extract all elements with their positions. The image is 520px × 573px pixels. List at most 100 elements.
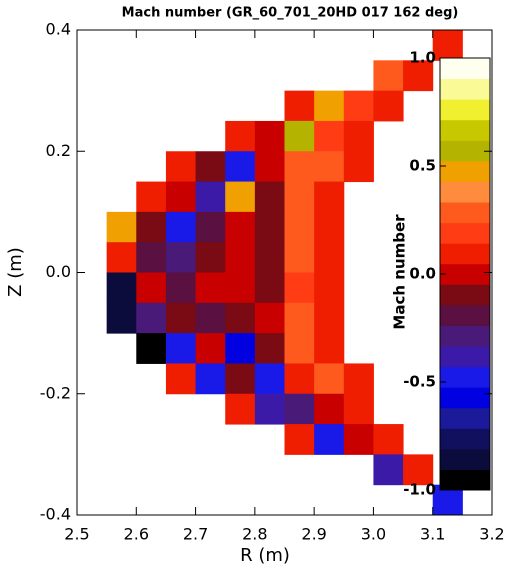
y-tick-label: 0.0 bbox=[46, 262, 71, 281]
x-tick-label: 3.2 bbox=[479, 525, 504, 544]
heat-cell bbox=[136, 333, 167, 364]
colorbar-tick-label: 1.0 bbox=[409, 49, 436, 67]
colorbar-swatch bbox=[440, 99, 490, 121]
colorbar-tick-label: 0.5 bbox=[409, 157, 436, 175]
heat-cell bbox=[284, 333, 315, 364]
heat-cell bbox=[106, 272, 137, 304]
heat-cell bbox=[314, 90, 345, 122]
colorbar-swatch bbox=[440, 366, 490, 388]
colorbar-swatch bbox=[440, 181, 490, 203]
chart-title: Mach number (GR_60_701_20HD 017 162 deg) bbox=[122, 6, 459, 21]
heat-cell bbox=[225, 151, 256, 183]
heat-cell bbox=[165, 302, 197, 334]
x-tick-label: 2.5 bbox=[64, 525, 89, 544]
colorbar-swatch bbox=[440, 284, 490, 306]
colorbar-label: Mach number bbox=[391, 214, 409, 330]
heat-cell bbox=[314, 120, 345, 152]
heat-cell bbox=[343, 363, 374, 395]
y-tick-label: 0.4 bbox=[46, 20, 71, 39]
colorbar-swatch bbox=[440, 160, 490, 182]
heat-cell bbox=[136, 211, 167, 243]
heat-cell bbox=[136, 242, 167, 273]
heat-cell bbox=[254, 333, 285, 364]
heat-cell bbox=[254, 211, 285, 243]
colorbar-swatch bbox=[440, 78, 490, 100]
heat-cell bbox=[284, 424, 315, 455]
heat-cell bbox=[165, 151, 197, 183]
heat-cell bbox=[225, 120, 256, 152]
heat-cell bbox=[284, 120, 315, 152]
heat-cell bbox=[254, 242, 285, 273]
heat-cell bbox=[195, 242, 226, 273]
heat-cell bbox=[254, 302, 285, 334]
heat-cell bbox=[343, 90, 374, 122]
heat-cell bbox=[165, 211, 197, 243]
heat-cell bbox=[225, 272, 256, 304]
heat-cell bbox=[254, 120, 285, 152]
colorbar-swatch bbox=[440, 448, 490, 470]
heat-cell bbox=[314, 242, 345, 273]
heat-cell bbox=[403, 60, 434, 92]
colorbar-swatch bbox=[440, 428, 490, 450]
colorbar-swatch bbox=[440, 263, 490, 285]
x-tick-label: 2.8 bbox=[242, 525, 267, 544]
heat-cell bbox=[195, 333, 226, 364]
heat-cell bbox=[284, 363, 315, 395]
heat-cell bbox=[136, 181, 167, 213]
heat-cell bbox=[254, 181, 285, 213]
x-axis-label: R (m) bbox=[240, 545, 290, 566]
heat-cell bbox=[165, 272, 197, 304]
heat-cell bbox=[373, 90, 404, 122]
colorbar-swatch bbox=[440, 387, 490, 409]
heat-cell bbox=[314, 363, 345, 395]
heat-cell bbox=[195, 211, 226, 243]
heat-cell bbox=[284, 242, 315, 273]
heat-cell bbox=[225, 211, 256, 243]
heat-cell bbox=[225, 363, 256, 395]
heat-cell bbox=[314, 211, 345, 243]
heat-cell bbox=[284, 393, 315, 425]
heat-cell bbox=[106, 302, 137, 334]
heat-cell bbox=[195, 151, 226, 183]
heat-cell bbox=[314, 424, 345, 455]
heat-cell bbox=[225, 181, 256, 213]
y-tick-label: 0.2 bbox=[46, 141, 71, 160]
heat-cell bbox=[106, 211, 137, 243]
x-tick-label: 3.0 bbox=[361, 525, 386, 544]
heat-cell bbox=[225, 393, 256, 425]
heat-cell bbox=[403, 454, 434, 486]
heat-cell bbox=[314, 272, 345, 304]
heat-cell bbox=[314, 151, 345, 183]
heat-cell bbox=[136, 272, 167, 304]
colorbar-swatch bbox=[440, 222, 490, 244]
heat-cell bbox=[343, 120, 374, 152]
heat-cell bbox=[195, 181, 226, 213]
heat-cell bbox=[225, 333, 256, 364]
y-tick-label: -0.4 bbox=[40, 505, 71, 524]
x-tick-label: 3.1 bbox=[420, 525, 445, 544]
colorbar-tick-label: -0.5 bbox=[403, 373, 436, 391]
y-tick-label: -0.2 bbox=[40, 383, 71, 402]
heat-cell bbox=[343, 393, 374, 425]
heat-cell bbox=[195, 272, 226, 304]
heat-cell bbox=[225, 242, 256, 273]
heat-cell bbox=[195, 302, 226, 334]
heat-cell bbox=[314, 393, 345, 425]
heat-cell bbox=[284, 272, 315, 304]
heat-cell bbox=[284, 151, 315, 183]
colorbar-swatch bbox=[440, 243, 490, 265]
heat-cell bbox=[373, 60, 404, 92]
colorbar-swatch bbox=[440, 325, 490, 347]
heat-cell bbox=[106, 242, 137, 273]
heat-cell bbox=[373, 424, 404, 455]
heat-cell bbox=[195, 363, 226, 395]
heat-cell bbox=[284, 181, 315, 213]
colorbar-swatch bbox=[440, 119, 490, 141]
heat-cell bbox=[373, 454, 404, 486]
heat-cell bbox=[314, 302, 345, 334]
heat-cell bbox=[165, 181, 197, 213]
colorbar-tick-label: -1.0 bbox=[403, 481, 436, 499]
colorbar-swatch bbox=[440, 407, 490, 429]
heat-cell bbox=[284, 211, 315, 243]
